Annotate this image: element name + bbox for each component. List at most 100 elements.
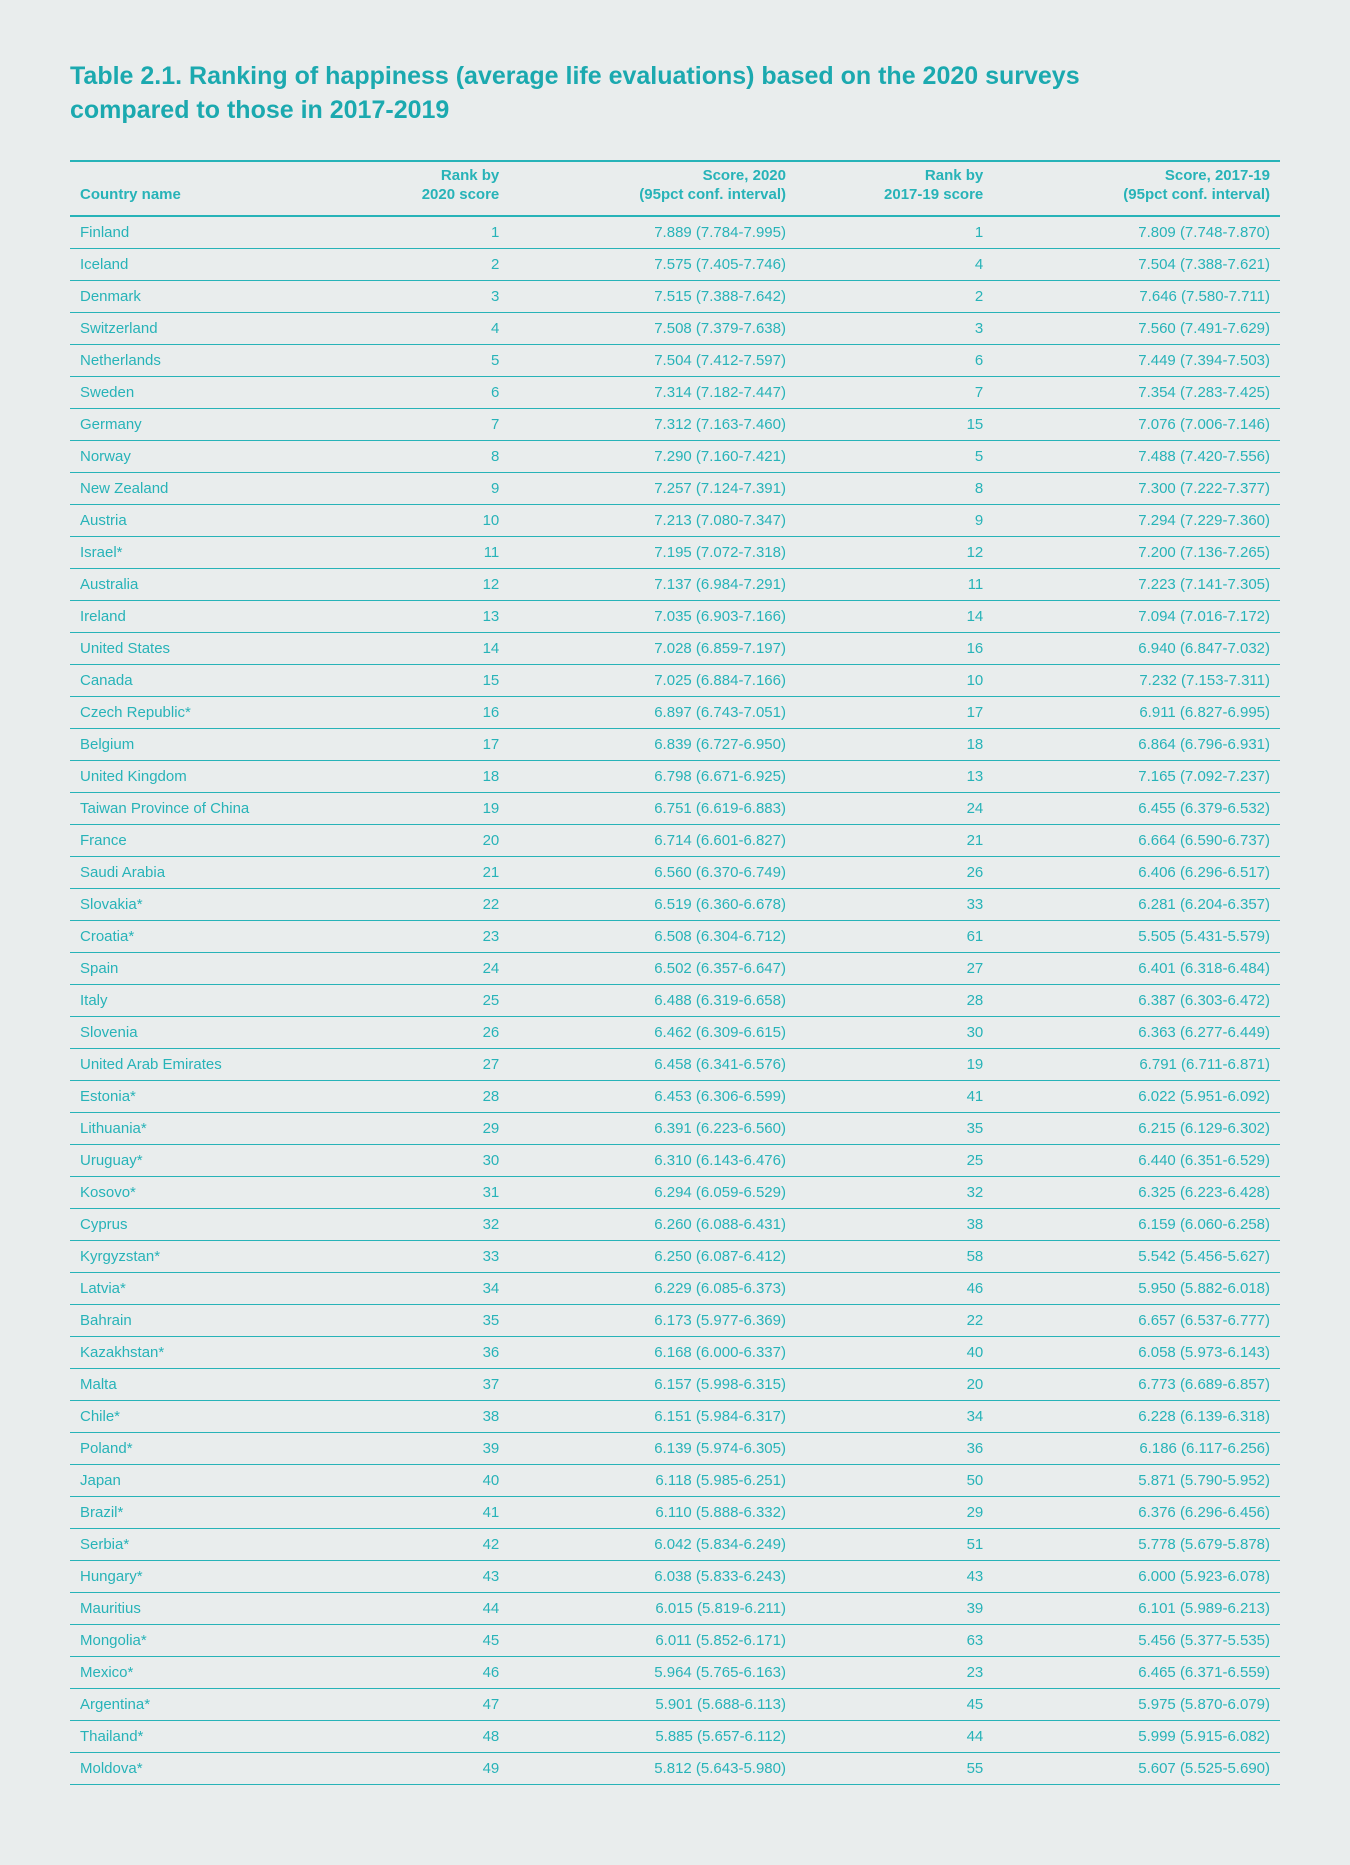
cell-col-3: 41 bbox=[796, 1080, 993, 1112]
table-row: Israel*117.195 (7.072-7.318)127.200 (7.1… bbox=[70, 536, 1280, 568]
cell-col-4: 7.504 (7.388-7.621) bbox=[993, 248, 1280, 280]
cell-col-2: 6.751 (6.619-6.883) bbox=[509, 792, 796, 824]
cell-col-2: 6.488 (6.319-6.658) bbox=[509, 984, 796, 1016]
cell-col-3: 50 bbox=[796, 1464, 993, 1496]
cell-col-2: 7.290 (7.160-7.421) bbox=[509, 440, 796, 472]
cell-col-1: 8 bbox=[334, 440, 509, 472]
table-row: Japan406.118 (5.985-6.251)505.871 (5.790… bbox=[70, 1464, 1280, 1496]
cell-col-2: 6.151 (5.984-6.317) bbox=[509, 1400, 796, 1432]
cell-col-4: 6.387 (6.303-6.472) bbox=[993, 984, 1280, 1016]
table-row: Serbia*426.042 (5.834-6.249)515.778 (5.6… bbox=[70, 1528, 1280, 1560]
table-row: Switzerland47.508 (7.379-7.638)37.560 (7… bbox=[70, 312, 1280, 344]
cell-col-3: 11 bbox=[796, 568, 993, 600]
table-row: Netherlands57.504 (7.412-7.597)67.449 (7… bbox=[70, 344, 1280, 376]
column-header-2: Score, 2020(95pct conf. interval) bbox=[509, 161, 796, 216]
cell-col-1: 30 bbox=[334, 1144, 509, 1176]
cell-col-1: 43 bbox=[334, 1560, 509, 1592]
cell-col-1: 40 bbox=[334, 1464, 509, 1496]
table-row: United States147.028 (6.859-7.197)166.94… bbox=[70, 632, 1280, 664]
table-row: Poland*396.139 (5.974-6.305)366.186 (6.1… bbox=[70, 1432, 1280, 1464]
cell-col-1: 16 bbox=[334, 696, 509, 728]
table-row: Kosovo*316.294 (6.059-6.529)326.325 (6.2… bbox=[70, 1176, 1280, 1208]
cell-col-4: 5.778 (5.679-5.878) bbox=[993, 1528, 1280, 1560]
cell-col-2: 7.257 (7.124-7.391) bbox=[509, 472, 796, 504]
cell-col-0: Malta bbox=[70, 1368, 334, 1400]
cell-col-3: 3 bbox=[796, 312, 993, 344]
cell-col-1: 36 bbox=[334, 1336, 509, 1368]
cell-col-4: 5.542 (5.456-5.627) bbox=[993, 1240, 1280, 1272]
cell-col-3: 39 bbox=[796, 1592, 993, 1624]
cell-col-4: 7.232 (7.153-7.311) bbox=[993, 664, 1280, 696]
table-row: Australia127.137 (6.984-7.291)117.223 (7… bbox=[70, 568, 1280, 600]
cell-col-2: 6.168 (6.000-6.337) bbox=[509, 1336, 796, 1368]
cell-col-4: 6.911 (6.827-6.995) bbox=[993, 696, 1280, 728]
cell-col-4: 7.560 (7.491-7.629) bbox=[993, 312, 1280, 344]
cell-col-0: United Kingdom bbox=[70, 760, 334, 792]
table-row: Taiwan Province of China196.751 (6.619-6… bbox=[70, 792, 1280, 824]
cell-col-1: 5 bbox=[334, 344, 509, 376]
cell-col-2: 7.889 (7.784-7.995) bbox=[509, 216, 796, 249]
cell-col-4: 6.465 (6.371-6.559) bbox=[993, 1656, 1280, 1688]
table-row: United Arab Emirates276.458 (6.341-6.576… bbox=[70, 1048, 1280, 1080]
cell-col-0: Italy bbox=[70, 984, 334, 1016]
cell-col-4: 7.294 (7.229-7.360) bbox=[993, 504, 1280, 536]
table-row: Bahrain356.173 (5.977-6.369)226.657 (6.5… bbox=[70, 1304, 1280, 1336]
table-row: Kazakhstan*366.168 (6.000-6.337)406.058 … bbox=[70, 1336, 1280, 1368]
cell-col-4: 6.159 (6.060-6.258) bbox=[993, 1208, 1280, 1240]
cell-col-0: Spain bbox=[70, 952, 334, 984]
cell-col-2: 6.897 (6.743-7.051) bbox=[509, 696, 796, 728]
cell-col-0: Thailand* bbox=[70, 1720, 334, 1752]
cell-col-3: 28 bbox=[796, 984, 993, 1016]
cell-col-2: 7.575 (7.405-7.746) bbox=[509, 248, 796, 280]
cell-col-1: 22 bbox=[334, 888, 509, 920]
cell-col-1: 12 bbox=[334, 568, 509, 600]
cell-col-0: Uruguay* bbox=[70, 1144, 334, 1176]
cell-col-1: 41 bbox=[334, 1496, 509, 1528]
table-row: Estonia*286.453 (6.306-6.599)416.022 (5.… bbox=[70, 1080, 1280, 1112]
cell-col-3: 58 bbox=[796, 1240, 993, 1272]
cell-col-0: Moldova* bbox=[70, 1752, 334, 1784]
cell-col-2: 6.260 (6.088-6.431) bbox=[509, 1208, 796, 1240]
cell-col-3: 14 bbox=[796, 600, 993, 632]
cell-col-3: 20 bbox=[796, 1368, 993, 1400]
cell-col-2: 6.011 (5.852-6.171) bbox=[509, 1624, 796, 1656]
cell-col-2: 5.812 (5.643-5.980) bbox=[509, 1752, 796, 1784]
cell-col-1: 32 bbox=[334, 1208, 509, 1240]
cell-col-3: 19 bbox=[796, 1048, 993, 1080]
cell-col-2: 7.195 (7.072-7.318) bbox=[509, 536, 796, 568]
cell-col-1: 23 bbox=[334, 920, 509, 952]
cell-col-3: 22 bbox=[796, 1304, 993, 1336]
table-row: Austria107.213 (7.080-7.347)97.294 (7.22… bbox=[70, 504, 1280, 536]
cell-col-3: 4 bbox=[796, 248, 993, 280]
cell-col-1: 18 bbox=[334, 760, 509, 792]
cell-col-0: Mongolia* bbox=[70, 1624, 334, 1656]
cell-col-1: 1 bbox=[334, 216, 509, 249]
cell-col-1: 14 bbox=[334, 632, 509, 664]
table-row: Cyprus326.260 (6.088-6.431)386.159 (6.06… bbox=[70, 1208, 1280, 1240]
cell-col-2: 6.110 (5.888-6.332) bbox=[509, 1496, 796, 1528]
cell-col-4: 6.363 (6.277-6.449) bbox=[993, 1016, 1280, 1048]
table-row: Kyrgyzstan*336.250 (6.087-6.412)585.542 … bbox=[70, 1240, 1280, 1272]
cell-col-2: 6.391 (6.223-6.560) bbox=[509, 1112, 796, 1144]
cell-col-1: 44 bbox=[334, 1592, 509, 1624]
cell-col-2: 6.453 (6.306-6.599) bbox=[509, 1080, 796, 1112]
cell-col-0: Australia bbox=[70, 568, 334, 600]
cell-col-0: Taiwan Province of China bbox=[70, 792, 334, 824]
cell-col-0: Hungary* bbox=[70, 1560, 334, 1592]
table-row: Finland17.889 (7.784-7.995)17.809 (7.748… bbox=[70, 216, 1280, 249]
cell-col-4: 5.607 (5.525-5.690) bbox=[993, 1752, 1280, 1784]
cell-col-3: 46 bbox=[796, 1272, 993, 1304]
table-row: Sweden67.314 (7.182-7.447)77.354 (7.283-… bbox=[70, 376, 1280, 408]
cell-col-3: 43 bbox=[796, 1560, 993, 1592]
cell-col-0: Saudi Arabia bbox=[70, 856, 334, 888]
cell-col-1: 49 bbox=[334, 1752, 509, 1784]
cell-col-1: 25 bbox=[334, 984, 509, 1016]
cell-col-0: Norway bbox=[70, 440, 334, 472]
cell-col-0: Mexico* bbox=[70, 1656, 334, 1688]
cell-col-4: 5.871 (5.790-5.952) bbox=[993, 1464, 1280, 1496]
cell-col-2: 6.462 (6.309-6.615) bbox=[509, 1016, 796, 1048]
table-row: Mongolia*456.011 (5.852-6.171)635.456 (5… bbox=[70, 1624, 1280, 1656]
cell-col-3: 44 bbox=[796, 1720, 993, 1752]
cell-col-4: 6.657 (6.537-6.777) bbox=[993, 1304, 1280, 1336]
cell-col-2: 6.294 (6.059-6.529) bbox=[509, 1176, 796, 1208]
